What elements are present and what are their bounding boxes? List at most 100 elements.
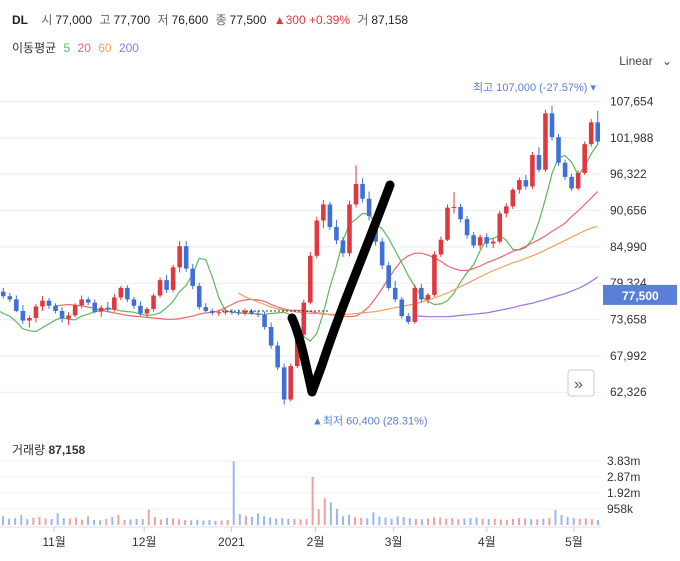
x-tick-label: 2월 bbox=[307, 535, 325, 549]
candle bbox=[164, 275, 169, 293]
candle bbox=[46, 298, 52, 310]
candle-body bbox=[203, 307, 209, 311]
volume-bar bbox=[596, 519, 599, 525]
candle-body bbox=[190, 268, 195, 286]
candle bbox=[308, 251, 313, 305]
quote-header: DL 시 77,000 고 77,700 저 76,600 종 77,500 ▲300 … bbox=[12, 11, 412, 28]
candle bbox=[288, 363, 293, 402]
candle-body bbox=[210, 310, 215, 313]
candle-body bbox=[392, 287, 398, 300]
candle-body bbox=[360, 183, 365, 199]
volume-bar bbox=[44, 518, 47, 525]
ma-label: 이동평균 bbox=[12, 41, 57, 55]
volume-bar bbox=[584, 518, 587, 525]
y-tick-label: 90,656 bbox=[610, 204, 647, 218]
volume-bar bbox=[445, 518, 448, 525]
candle-body bbox=[288, 366, 293, 400]
volume-bar bbox=[360, 517, 363, 525]
volume-tick-label: 3.83m bbox=[607, 454, 640, 468]
volume-value: 87,158 bbox=[371, 13, 409, 27]
volume-bar bbox=[178, 519, 181, 525]
volume-bar bbox=[366, 518, 369, 525]
candle-body bbox=[523, 180, 529, 187]
candle bbox=[183, 241, 189, 272]
candle bbox=[72, 303, 78, 318]
volume-bar bbox=[147, 509, 150, 525]
volume-label: 거 bbox=[357, 13, 369, 27]
candle bbox=[340, 237, 346, 258]
candle bbox=[569, 173, 574, 191]
candle bbox=[0, 287, 6, 299]
candle-body bbox=[105, 307, 111, 310]
candle bbox=[281, 363, 287, 405]
candle bbox=[386, 262, 391, 291]
candle-body bbox=[177, 246, 182, 268]
moving-average-legend[interactable]: 이동평균 5 20 60 200 bbox=[12, 39, 143, 56]
candle bbox=[588, 119, 594, 147]
volume-bar bbox=[578, 518, 581, 525]
volume-bar bbox=[105, 518, 108, 525]
volume-bar bbox=[311, 476, 314, 525]
candle bbox=[242, 308, 248, 316]
current-price-label: 77,500 bbox=[622, 289, 659, 303]
candle bbox=[419, 284, 424, 303]
candle bbox=[347, 200, 352, 257]
candle-body bbox=[543, 113, 548, 170]
volume-bar bbox=[372, 512, 375, 525]
volume-bar bbox=[123, 519, 126, 525]
volume-bar bbox=[2, 516, 5, 525]
low-value: 76,600 bbox=[171, 13, 209, 27]
candle-body bbox=[170, 267, 176, 290]
candle bbox=[425, 292, 431, 304]
y-tick-label: 73,658 bbox=[610, 313, 647, 327]
open-value: 77,000 bbox=[55, 13, 93, 27]
current-price-tag bbox=[603, 284, 677, 305]
candle bbox=[360, 178, 365, 203]
x-tick-label: 12월 bbox=[132, 535, 156, 549]
volume-bar bbox=[469, 517, 472, 525]
y-tick-label: 107,654 bbox=[610, 94, 654, 108]
scale-mode-dropdown[interactable]: Linear ⌄ bbox=[619, 54, 672, 68]
volume-bar bbox=[590, 519, 593, 525]
candle-body bbox=[138, 305, 143, 314]
candle-body bbox=[275, 345, 280, 368]
volume-bar bbox=[299, 519, 302, 525]
volume-bar bbox=[530, 519, 533, 525]
candle-body bbox=[281, 367, 287, 400]
volume-bar bbox=[135, 518, 138, 525]
candle-body bbox=[471, 235, 476, 246]
candle-body bbox=[236, 312, 241, 314]
candle bbox=[412, 284, 418, 324]
scale-mode-label: Linear bbox=[619, 54, 653, 68]
volume-bar bbox=[202, 520, 205, 525]
candle bbox=[399, 296, 405, 319]
candle-body bbox=[98, 307, 104, 312]
candle-body bbox=[366, 198, 372, 216]
scroll-right-button[interactable]: » bbox=[567, 369, 595, 397]
volume-bar bbox=[257, 513, 260, 525]
candle bbox=[27, 315, 32, 328]
candle-body bbox=[334, 226, 339, 241]
volume-bar bbox=[26, 519, 29, 525]
candle bbox=[79, 295, 84, 309]
candle bbox=[170, 264, 176, 293]
candle bbox=[59, 307, 65, 323]
chevron-down-icon: ⌄ bbox=[661, 54, 672, 68]
candle bbox=[144, 307, 150, 318]
candle bbox=[477, 234, 483, 249]
candle bbox=[321, 199, 326, 229]
volume-bar bbox=[287, 518, 290, 525]
volume-bar bbox=[196, 519, 199, 525]
volume-bar bbox=[384, 517, 387, 525]
candle bbox=[255, 310, 261, 318]
volume-bar bbox=[493, 518, 496, 525]
candle bbox=[366, 191, 372, 221]
candle-body bbox=[314, 220, 320, 256]
volume-bar bbox=[269, 517, 272, 525]
candle bbox=[66, 312, 71, 326]
volume-bar bbox=[38, 517, 41, 525]
candle-body bbox=[92, 302, 98, 312]
volume-bar bbox=[433, 517, 436, 525]
volume-bar bbox=[402, 516, 405, 525]
